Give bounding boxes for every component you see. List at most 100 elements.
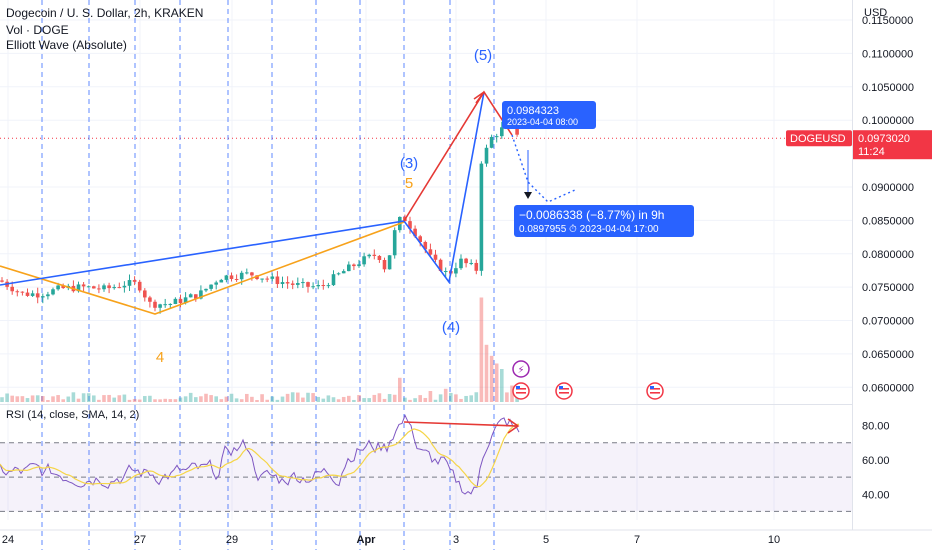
volume-bar [112,397,116,402]
candle-body [117,287,122,289]
candle-body [321,285,326,287]
candle-body [61,285,65,289]
volume-bar [102,395,106,402]
volume-bar [173,399,178,402]
candle-body [443,271,448,273]
high-tooltip [502,101,596,129]
price-tick-label: 0.0800000 [862,249,914,261]
flag-canton [559,386,563,389]
volume-bar [148,395,152,402]
volume-bar [510,385,514,402]
projection-tooltip-target: 0.0897955 ⏱ 2023-04-04 17:00 [519,224,659,235]
price-tick-label: 0.0750000 [862,282,914,294]
volume-bar [97,399,101,402]
flag-stripe [559,392,569,394]
volume-bar [464,395,468,402]
volume-bar [127,399,132,402]
event-lightning-icon [512,360,530,378]
candle-body [494,136,499,138]
volume-legend[interactable]: Vol · DOGE [6,23,69,37]
volume-bar [382,398,387,402]
price-tick-label: 0.1150000 [862,15,913,27]
rsi-ma-line [0,423,520,488]
volume-bar [326,395,331,402]
candle-body [489,136,494,148]
candle-body [250,272,254,276]
candle-body [41,296,45,298]
candle-body [188,294,193,298]
candle-body [209,284,213,289]
volume-bar [341,396,346,402]
candle-body [112,287,116,289]
volume-bar [408,399,412,402]
candle-body [168,303,173,305]
volume-bar [10,395,14,402]
time-tick-label: 29 [226,534,238,546]
candle-body [81,284,86,287]
volume-bar [367,398,371,402]
wave-label-orange-4: 4 [156,349,164,366]
volume-bar [331,397,336,402]
candle-body [500,127,504,137]
candle-body [413,228,417,237]
volume-bar [443,388,448,402]
volume-bar [275,399,280,402]
wave-label-orange-5: 5 [405,175,413,192]
volume-bar [239,399,244,402]
candle-body [20,291,25,293]
volume-bar [71,392,76,402]
pane-separator [0,404,852,405]
volume-bar [163,398,167,402]
candle-body [234,278,239,280]
candle-body [153,301,157,308]
volume-bar [428,391,433,402]
volume-bar [372,394,377,402]
rsi-legend[interactable]: RSI (14, close, SMA, 14, 2) [6,409,140,421]
candle-body [367,254,371,257]
price-tick-label: 0.0700000 [862,316,914,328]
volume-bar [20,396,25,402]
volume-bar [362,398,366,402]
volume-bar [234,398,239,402]
price-tick-label: 0.0600000 [862,382,914,394]
high-tooltip-date: 2023-04-04 08:00 [507,117,578,127]
projection-tooltip [514,205,694,237]
volume-bar [41,396,45,402]
candle-body [92,286,96,289]
volume-bar [438,394,443,402]
candle-body [224,275,229,280]
volume-bar [178,397,183,402]
volume-bar [158,399,162,402]
candle-body [306,282,310,287]
volume-bar [500,369,504,402]
flag-stripe [516,392,526,394]
flag-stripe [650,388,660,390]
candle-body [392,230,397,256]
flag-canton [650,386,654,389]
volume-bar [194,397,198,402]
volume-bar [209,395,213,402]
volume-bar [418,395,422,402]
volume-bar [352,399,356,402]
chart-title[interactable]: Dogecoin / U. S. Dollar, 2h, KRAKEN [6,6,204,20]
candle-body [229,275,234,279]
projection-arrowhead [524,192,532,199]
rsi-line [0,414,520,495]
candle-body [143,290,147,298]
candle-body [387,255,392,270]
elliott-wave-legend[interactable]: Elliott Wave (Absolute) [6,38,127,52]
volume-bar [122,394,127,402]
rsi-tick-label: 40.00 [862,489,890,501]
candle-body [148,297,152,302]
us-flag-event-icon [555,382,573,400]
volume-bar [183,396,188,402]
candle-body [239,272,244,280]
last-price-countdown: 11:24 [858,146,885,158]
candle-body [173,298,178,304]
volume-bar [199,396,203,402]
candle-body [10,286,14,292]
volume-bar [285,393,290,402]
volume-bar [30,395,35,402]
candle-body [0,280,4,282]
flag-stripe [516,388,526,390]
